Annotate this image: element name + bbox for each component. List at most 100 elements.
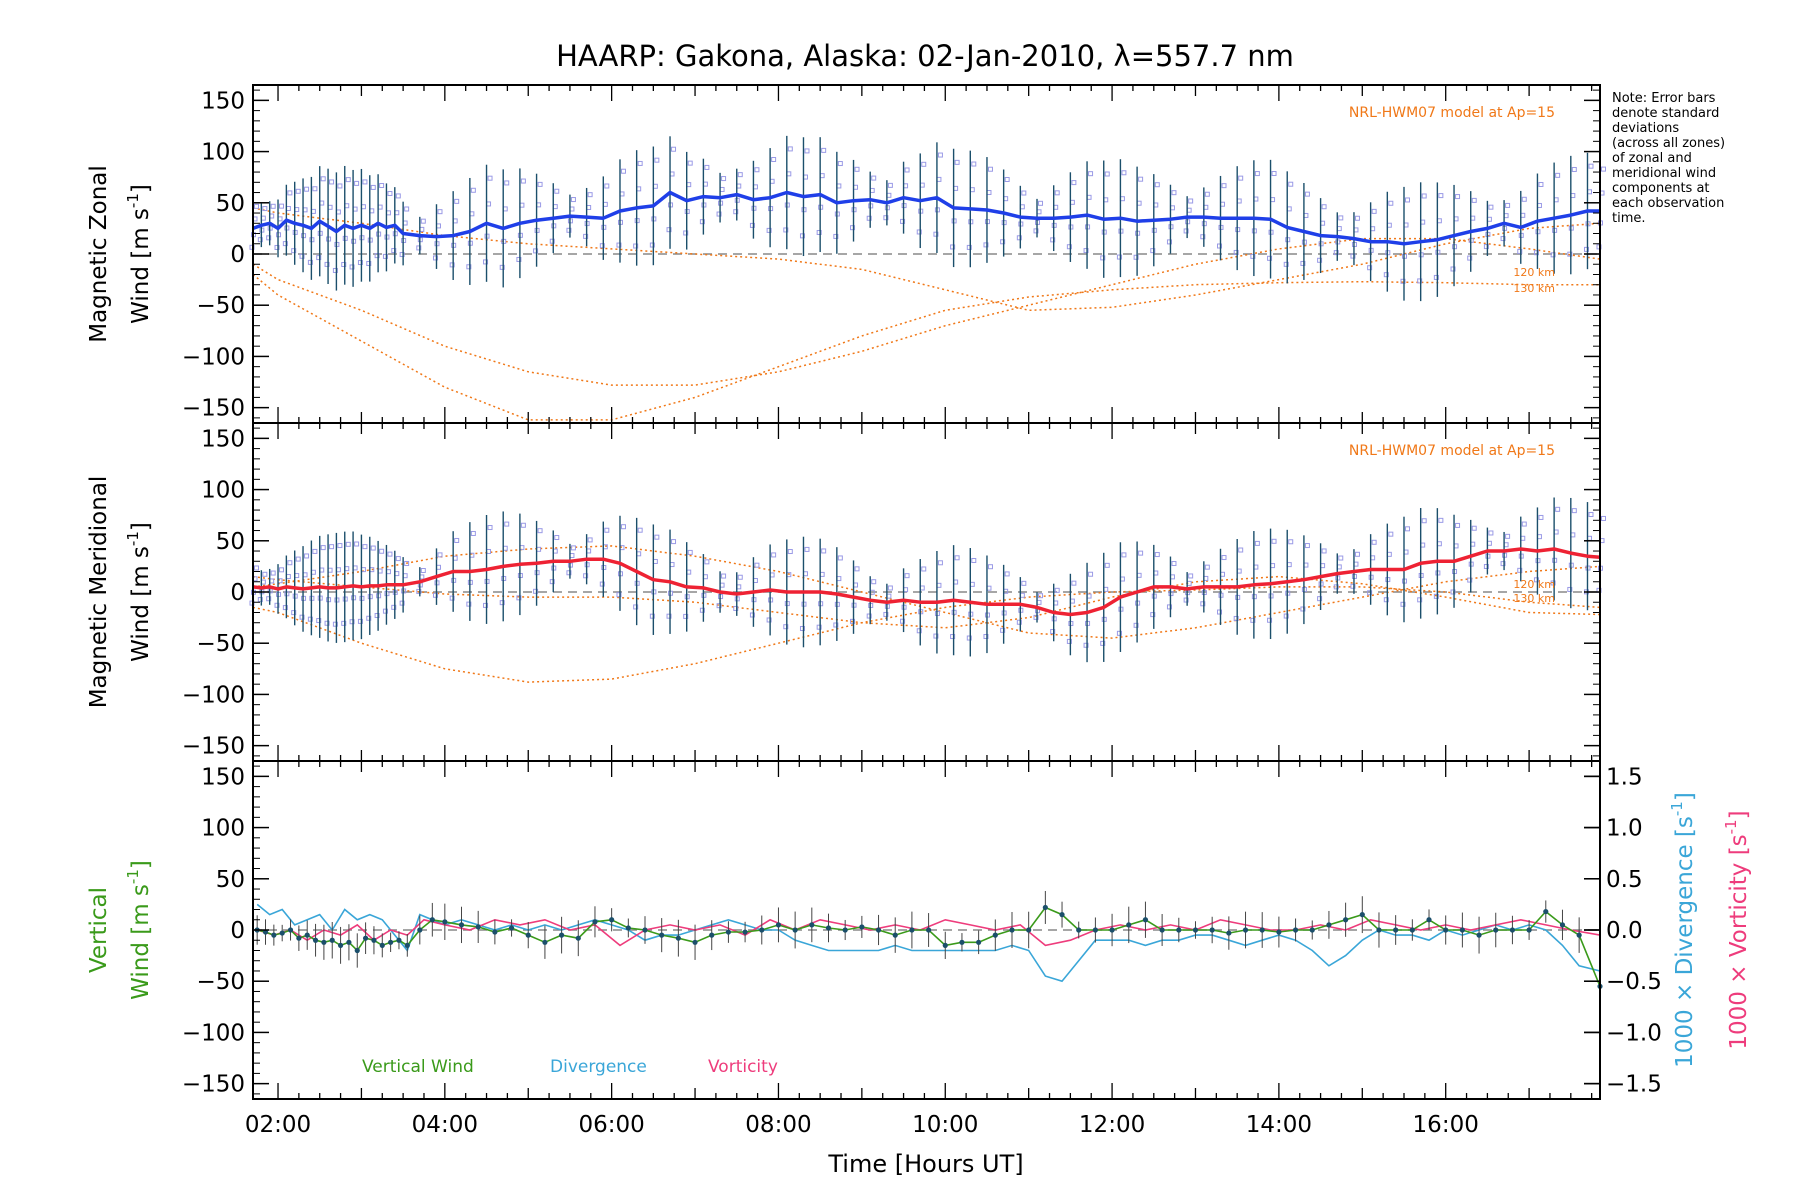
note-line: each observation bbox=[1612, 196, 1724, 211]
vorticity-y2label-main: 1000 × Vorticity [s bbox=[1726, 834, 1752, 1049]
zone-point bbox=[570, 197, 576, 203]
zone-point bbox=[570, 545, 576, 551]
zone-point bbox=[1438, 517, 1444, 523]
zone-point bbox=[1533, 250, 1539, 256]
zone-point bbox=[1154, 182, 1160, 188]
zone-point bbox=[345, 177, 351, 183]
zone-point bbox=[1338, 215, 1344, 221]
zone-point bbox=[1133, 254, 1139, 260]
zone-point bbox=[587, 537, 593, 543]
zone-point bbox=[1233, 615, 1239, 621]
zone-point bbox=[599, 243, 605, 249]
vertical-wind-point bbox=[1559, 922, 1566, 928]
zone-point bbox=[966, 244, 972, 250]
zone-point bbox=[671, 146, 677, 152]
zone-point bbox=[483, 259, 489, 265]
meridional-ylabel-unit: Wind [m s bbox=[128, 546, 154, 662]
zone-point bbox=[1354, 215, 1360, 221]
x-tick-label: 02:00 bbox=[245, 1112, 311, 1138]
zone-point bbox=[1521, 521, 1527, 527]
vertical-wind-point bbox=[1526, 927, 1532, 933]
zone-point bbox=[274, 244, 280, 250]
zone-point bbox=[370, 184, 376, 190]
meridional-model-label: NRL-HWM07 model at Ap=15 bbox=[1349, 443, 1555, 459]
zone-point bbox=[1433, 274, 1439, 280]
zone-point bbox=[324, 261, 330, 267]
zone-point bbox=[1571, 508, 1577, 514]
zone-point bbox=[854, 566, 860, 572]
zone-point bbox=[1033, 614, 1039, 620]
zone-point bbox=[1567, 586, 1573, 592]
zone-point bbox=[733, 209, 739, 215]
zone-point bbox=[449, 262, 455, 268]
vertical-wind-point bbox=[1343, 917, 1349, 923]
zone-point bbox=[379, 548, 385, 554]
y-tick-label: 150 bbox=[201, 88, 245, 114]
vertical-wind-point bbox=[329, 937, 335, 943]
vertical-wind-point bbox=[892, 932, 898, 938]
y-tick-label: −100 bbox=[182, 682, 245, 708]
zone-point bbox=[987, 564, 993, 570]
zone-point bbox=[983, 634, 989, 640]
meridional-panel: 150 100 50 0 −50 −100 −150 NRL-HWM07 model at … bbox=[86, 422, 1606, 762]
divergence-y2label-exp: -1 bbox=[1668, 801, 1686, 816]
zone-point bbox=[554, 188, 560, 194]
zone-point bbox=[1254, 540, 1260, 546]
zone-point bbox=[520, 178, 526, 184]
y2-tick-label: −0.5 bbox=[1606, 969, 1662, 995]
vertical-wind-point bbox=[287, 927, 294, 933]
zone-point bbox=[1333, 584, 1339, 590]
zone-point bbox=[466, 601, 472, 607]
zone-point bbox=[520, 522, 526, 528]
zone-point bbox=[871, 579, 877, 585]
figure-title: HAARP: Gakona, Alaska: 02-Jan-2010, λ=55… bbox=[556, 39, 1294, 73]
zone-point bbox=[1455, 522, 1461, 528]
zone-point bbox=[854, 166, 860, 172]
y2-tick-label: −1.5 bbox=[1606, 1072, 1662, 1098]
zone-point bbox=[274, 602, 280, 608]
zone-point bbox=[1000, 627, 1006, 633]
zone-point bbox=[1555, 506, 1561, 512]
zone-point bbox=[1350, 253, 1356, 259]
vertical-wind-point bbox=[1259, 927, 1265, 933]
vertical-wind-point bbox=[792, 927, 798, 933]
zone-point bbox=[1350, 583, 1356, 589]
model-curve bbox=[252, 545, 1601, 639]
zone-point bbox=[1533, 577, 1539, 583]
note-line: meridional wind bbox=[1612, 166, 1716, 181]
zone-point bbox=[599, 581, 605, 587]
vertical-wind-point bbox=[825, 925, 832, 931]
zone-point bbox=[1505, 533, 1511, 539]
zone-point bbox=[395, 556, 401, 562]
zone-point bbox=[1088, 171, 1094, 177]
zone-point bbox=[1200, 601, 1206, 607]
vertical-wind-point bbox=[379, 942, 385, 948]
zone-point bbox=[620, 168, 626, 174]
zone-point bbox=[716, 211, 722, 217]
vertical-wind-point bbox=[859, 924, 865, 930]
zone-point bbox=[787, 146, 793, 152]
divergence-y2label-main: 1000 × Divergence [s bbox=[1672, 816, 1698, 1068]
zone-point bbox=[633, 243, 639, 249]
zone-point bbox=[887, 585, 893, 591]
zone-point bbox=[916, 229, 922, 235]
zone-point bbox=[1388, 200, 1394, 206]
zone-point bbox=[1550, 252, 1556, 258]
zone-point bbox=[1188, 573, 1194, 579]
zone-point bbox=[270, 203, 276, 209]
meridional-data-layer bbox=[249, 497, 1606, 683]
zone-point bbox=[391, 604, 397, 610]
zone-point bbox=[1150, 248, 1156, 254]
zone-point bbox=[366, 261, 372, 267]
vertical-wind-point bbox=[429, 917, 435, 923]
vertical-wind-point bbox=[1509, 927, 1516, 933]
zone-point bbox=[583, 573, 589, 579]
zonal-model-km-120: 120 km bbox=[1513, 266, 1555, 279]
zone-point bbox=[1016, 235, 1022, 241]
vertical-wind-point bbox=[388, 939, 394, 945]
zone-point bbox=[1100, 255, 1106, 261]
zone-point bbox=[816, 624, 822, 630]
zone-point bbox=[295, 188, 301, 194]
zone-point bbox=[1505, 202, 1511, 208]
y2-tick-label: 1.0 bbox=[1606, 816, 1643, 842]
